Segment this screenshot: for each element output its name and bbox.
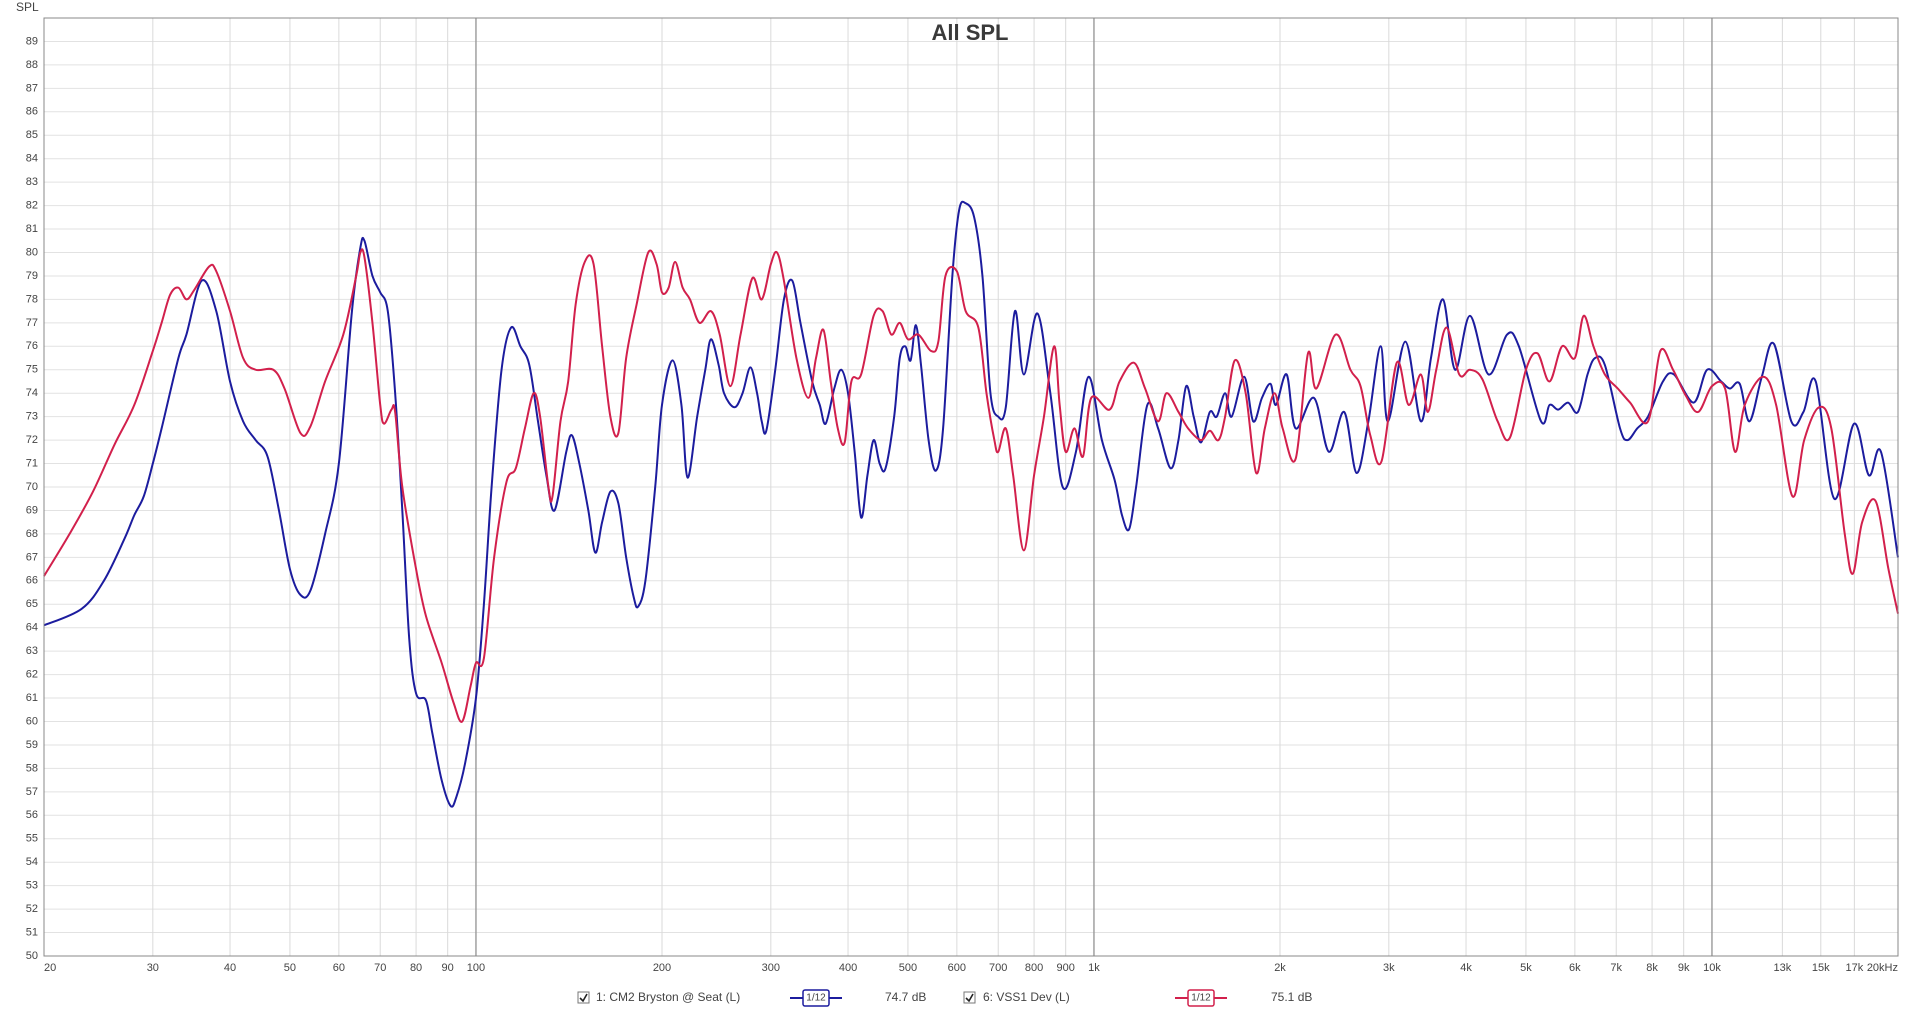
- legend-label: 6: VSS1 Dev (L): [983, 990, 1070, 1004]
- legend-smoothing-box[interactable]: [1187, 989, 1215, 1007]
- x-tick-label: 1k: [1088, 962, 1100, 974]
- y-tick-label: 89: [26, 35, 38, 47]
- y-tick-label: 75: [26, 364, 38, 376]
- y-tick-label: 78: [26, 293, 38, 305]
- y-tick-label: 67: [26, 551, 38, 563]
- y-tick-label: 87: [26, 82, 38, 94]
- legend-smoothing: 1/12: [1191, 993, 1211, 1004]
- x-tick-label: 17k: [1846, 962, 1864, 974]
- plot-lines: [43, 200, 1899, 808]
- legend-smoothing-box[interactable]: [802, 989, 830, 1007]
- series-line: [43, 248, 1899, 723]
- x-tick-label: 10k: [1703, 962, 1721, 974]
- y-tick-label: 77: [26, 317, 38, 329]
- legend-smoothing: 1/12: [806, 993, 826, 1004]
- y-tick-label: 71: [26, 457, 38, 469]
- x-tick-label: 400: [839, 962, 857, 974]
- y-tick-label: 53: [26, 880, 38, 892]
- y-tick-label: 55: [26, 833, 38, 845]
- legend-check: [965, 993, 974, 1003]
- series-line: [43, 200, 1899, 808]
- x-tick-label: 6k: [1569, 962, 1581, 974]
- grid: [43, 18, 1899, 957]
- y-tick-label: 56: [26, 809, 38, 821]
- y-tick-label: 86: [26, 106, 38, 118]
- x-tick-label: 20: [44, 962, 56, 974]
- legend-checkbox[interactable]: [963, 991, 976, 1004]
- x-tick-label: 9k: [1678, 962, 1690, 974]
- x-tick-label: 3k: [1383, 962, 1395, 974]
- plot-frame: [43, 17, 1899, 957]
- x-tick-label: 60: [333, 962, 345, 974]
- x-tick-label: 40: [224, 962, 236, 974]
- x-tick-label: 4k: [1460, 962, 1472, 974]
- x-tick-label: 600: [948, 962, 966, 974]
- x-tick-label: 50: [284, 962, 296, 974]
- x-tick-label: 20kHz: [1867, 962, 1898, 974]
- x-tick-label: 800: [1025, 962, 1043, 974]
- y-tick-label: 54: [26, 856, 38, 868]
- x-tick-label: 70: [374, 962, 386, 974]
- y-tick-label: 82: [26, 200, 38, 212]
- y-tick-label: 72: [26, 434, 38, 446]
- y-tick-label: 63: [26, 645, 38, 657]
- y-tick-label: 50: [26, 950, 38, 962]
- y-tick-label: 88: [26, 59, 38, 71]
- y-tick-label: 73: [26, 411, 38, 423]
- x-tick-label: 200: [653, 962, 671, 974]
- x-tick-label: 7k: [1610, 962, 1622, 974]
- x-tick-label: 15k: [1812, 962, 1830, 974]
- y-tick-label: 64: [26, 622, 38, 634]
- legend-level: 74.7 dB: [885, 990, 926, 1004]
- y-tick-label: 68: [26, 528, 38, 540]
- y-tick-label: 85: [26, 129, 38, 141]
- y-tick-label: 83: [26, 176, 38, 188]
- x-tick-label: 30: [147, 962, 159, 974]
- x-tick-label: 90: [442, 962, 454, 974]
- y-tick-label: 69: [26, 504, 38, 516]
- y-tick-label: 58: [26, 762, 38, 774]
- chart-title: All SPL: [931, 20, 1008, 45]
- y-tick-label: 62: [26, 669, 38, 681]
- x-tick-label: 5k: [1520, 962, 1532, 974]
- x-tick-label: 500: [899, 962, 917, 974]
- x-tick-label: 700: [989, 962, 1007, 974]
- y-tick-label: 57: [26, 786, 38, 798]
- y-tick-label: 79: [26, 270, 38, 282]
- x-tick-label: 8k: [1646, 962, 1658, 974]
- x-tick-label: 80: [410, 962, 422, 974]
- x-tick-label: 13k: [1774, 962, 1792, 974]
- y-tick-label: 76: [26, 340, 38, 352]
- x-tick-label: 2k: [1274, 962, 1286, 974]
- x-tick-label: 300: [762, 962, 780, 974]
- y-tick-label: 61: [26, 692, 38, 704]
- legend-level: 75.1 dB: [1271, 990, 1312, 1004]
- x-tick-label: 900: [1057, 962, 1075, 974]
- legend-checkbox[interactable]: [577, 991, 590, 1004]
- y-tick-label: 70: [26, 481, 38, 493]
- y-tick-label: 81: [26, 223, 38, 235]
- legend-check: [579, 993, 588, 1003]
- y-axis-label: SPL: [16, 0, 39, 14]
- y-tick-label: 84: [26, 153, 38, 165]
- y-tick-label: 59: [26, 739, 38, 751]
- y-tick-label: 74: [26, 387, 38, 399]
- y-tick-label: 60: [26, 715, 38, 727]
- y-tick-label: 80: [26, 246, 38, 258]
- legend-label: 1: CM2 Bryston @ Seat (L): [596, 990, 740, 1004]
- y-tick-label: 65: [26, 598, 38, 610]
- y-tick-label: 52: [26, 903, 38, 915]
- legend: 1: CM2 Bryston @ Seat (L) 1/12 74.7 dB 6: V…: [577, 989, 1312, 1007]
- y-tick-label: 66: [26, 575, 38, 587]
- y-tick-label: 51: [26, 926, 38, 938]
- x-tick-label: 100: [467, 962, 485, 974]
